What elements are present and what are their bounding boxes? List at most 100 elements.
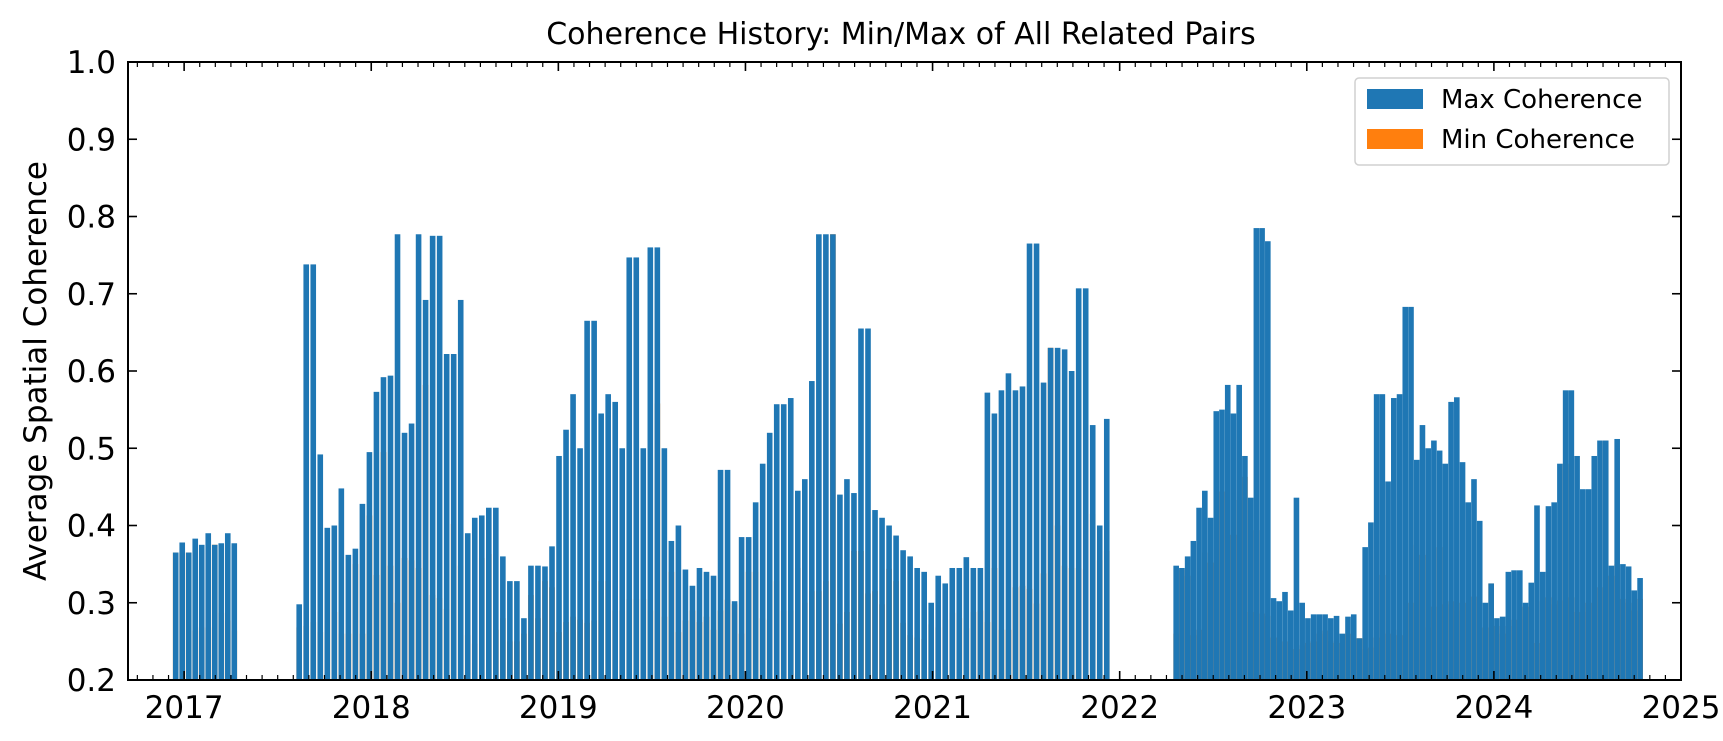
max-coherence-bar [1522, 602, 1529, 680]
max-coherence-bar [331, 525, 338, 680]
max-coherence-bar [542, 566, 548, 680]
max-coherence-bar [1026, 243, 1033, 680]
max-coherence-bar [514, 581, 520, 680]
max-coherence-bar [521, 618, 527, 680]
max-coherence-bar [429, 235, 436, 680]
max-coherence-bar [1005, 373, 1012, 680]
max-coherence-bar [1534, 505, 1540, 680]
legend: Max Coherence Min Coherence [1354, 77, 1670, 166]
max-coherence-bar [528, 565, 534, 680]
max-coherence-bar [710, 575, 717, 680]
max-coherence-bar [172, 552, 179, 680]
max-coherence-bar [1270, 598, 1277, 680]
max-coherence-bar [1287, 610, 1294, 680]
max-coherence-bar [703, 571, 710, 680]
max-coherence-bar [893, 535, 899, 680]
max-coherence-bar [1202, 490, 1208, 680]
max-coherence-bar [1602, 440, 1609, 680]
max-coherence-bar [1620, 564, 1626, 680]
max-coherence-bar [977, 567, 984, 680]
y-axis-ticks: 0.2 0.3 0.4 0.5 0.6 0.7 0.8 0.9 1.0 [67, 45, 1681, 699]
max-coherence-bar [1476, 520, 1483, 680]
max-coherence-bar [387, 375, 394, 680]
max-coherence-bar [415, 234, 422, 680]
max-coherence-bar [998, 390, 1005, 680]
max-coherence-bar [612, 401, 619, 680]
legend-label-min: Min Coherence [1441, 125, 1635, 155]
max-coherence-bar [1528, 582, 1535, 680]
x-tick-label: 2017 [145, 690, 224, 726]
max-coherence-bar [1373, 394, 1380, 680]
max-coherence-bar [450, 354, 457, 680]
max-coherence-bar [844, 479, 850, 680]
max-coherence-bar [914, 567, 920, 680]
max-coherence-bar [1190, 540, 1197, 680]
max-coherence-bar [1356, 638, 1363, 680]
max-coherence-bar [1608, 565, 1615, 680]
max-coherence-bar [317, 454, 324, 680]
max-coherence-bar [956, 567, 963, 680]
max-coherence-bar [1061, 349, 1068, 680]
max-coherence-bar [1574, 455, 1580, 680]
max-coherence-bar [1465, 502, 1472, 680]
max-coherence-bar [1299, 602, 1305, 680]
max-coherence-bar [1184, 556, 1191, 680]
max-coherence-bar [198, 544, 205, 680]
legend-swatch-min [1367, 129, 1423, 149]
x-tick-label: 2023 [1267, 690, 1346, 726]
max-coherence-bar [486, 507, 492, 680]
max-coherence-bar [935, 575, 942, 680]
y-tick-label: 0.6 [67, 354, 116, 390]
max-coherence-bar [535, 565, 541, 680]
max-coherence-bar [640, 448, 647, 680]
max-coherence-bar [928, 602, 935, 680]
max-coherence-bar [682, 569, 689, 680]
max-coherence-bar [1511, 570, 1517, 680]
max-coherence-bar [907, 556, 913, 680]
max-coherence-bar [787, 398, 794, 680]
max-coherence-bar [1362, 547, 1368, 680]
max-coherence-bar [338, 488, 345, 680]
max-coherence-bar [1230, 413, 1237, 680]
max-coherence-bar [1259, 228, 1265, 680]
y-tick-label: 0.3 [67, 586, 116, 622]
max-coherence-bar [1454, 397, 1460, 680]
max-coherence-bar [1224, 384, 1231, 680]
max-coherence-bar [717, 469, 724, 680]
max-coherence-bar [1379, 394, 1386, 680]
max-coherence-bar [886, 525, 892, 680]
max-coherence-bar [380, 377, 387, 680]
max-coherence-bar [1436, 450, 1443, 680]
max-coherence-bar [738, 537, 745, 680]
max-coherence-bar [1517, 570, 1523, 680]
legend-box [1354, 77, 1670, 166]
max-coherence-bar [1459, 462, 1466, 680]
max-coherence-bar [1545, 506, 1552, 680]
max-coherence-bar [1265, 241, 1271, 680]
max-coherence-bar [1419, 425, 1426, 680]
max-coherence-bar [1614, 438, 1620, 680]
max-coherence-bar [570, 394, 576, 680]
legend-swatch-max [1367, 89, 1423, 109]
max-coherence-bar [1368, 522, 1374, 680]
max-coherence-bar [366, 452, 373, 680]
max-coherence-bar [185, 552, 192, 680]
max-coherence-bar [310, 264, 317, 680]
y-axis-label: Average Spatial Coherence [18, 161, 54, 581]
max-coherence-bar [1637, 578, 1643, 680]
max-coherence-bar [352, 548, 359, 680]
max-coherence-bar [731, 601, 738, 680]
y-tick-label: 0.2 [67, 663, 116, 699]
y-tick-label: 0.9 [67, 122, 116, 158]
chart-title: Coherence History: Min/Max of All Relate… [546, 17, 1256, 52]
x-tick-label: 2018 [332, 690, 411, 726]
max-coherence-bar [211, 544, 218, 680]
max-coherence-bar [1068, 371, 1075, 680]
max-coherence-bar [303, 264, 310, 680]
max-coherence-bar [605, 394, 611, 680]
x-tick-label: 2024 [1454, 690, 1533, 726]
max-coherence-bar [1431, 440, 1437, 680]
legend-label-max: Max Coherence [1441, 85, 1642, 115]
x-tick-label: 2022 [1080, 690, 1159, 726]
